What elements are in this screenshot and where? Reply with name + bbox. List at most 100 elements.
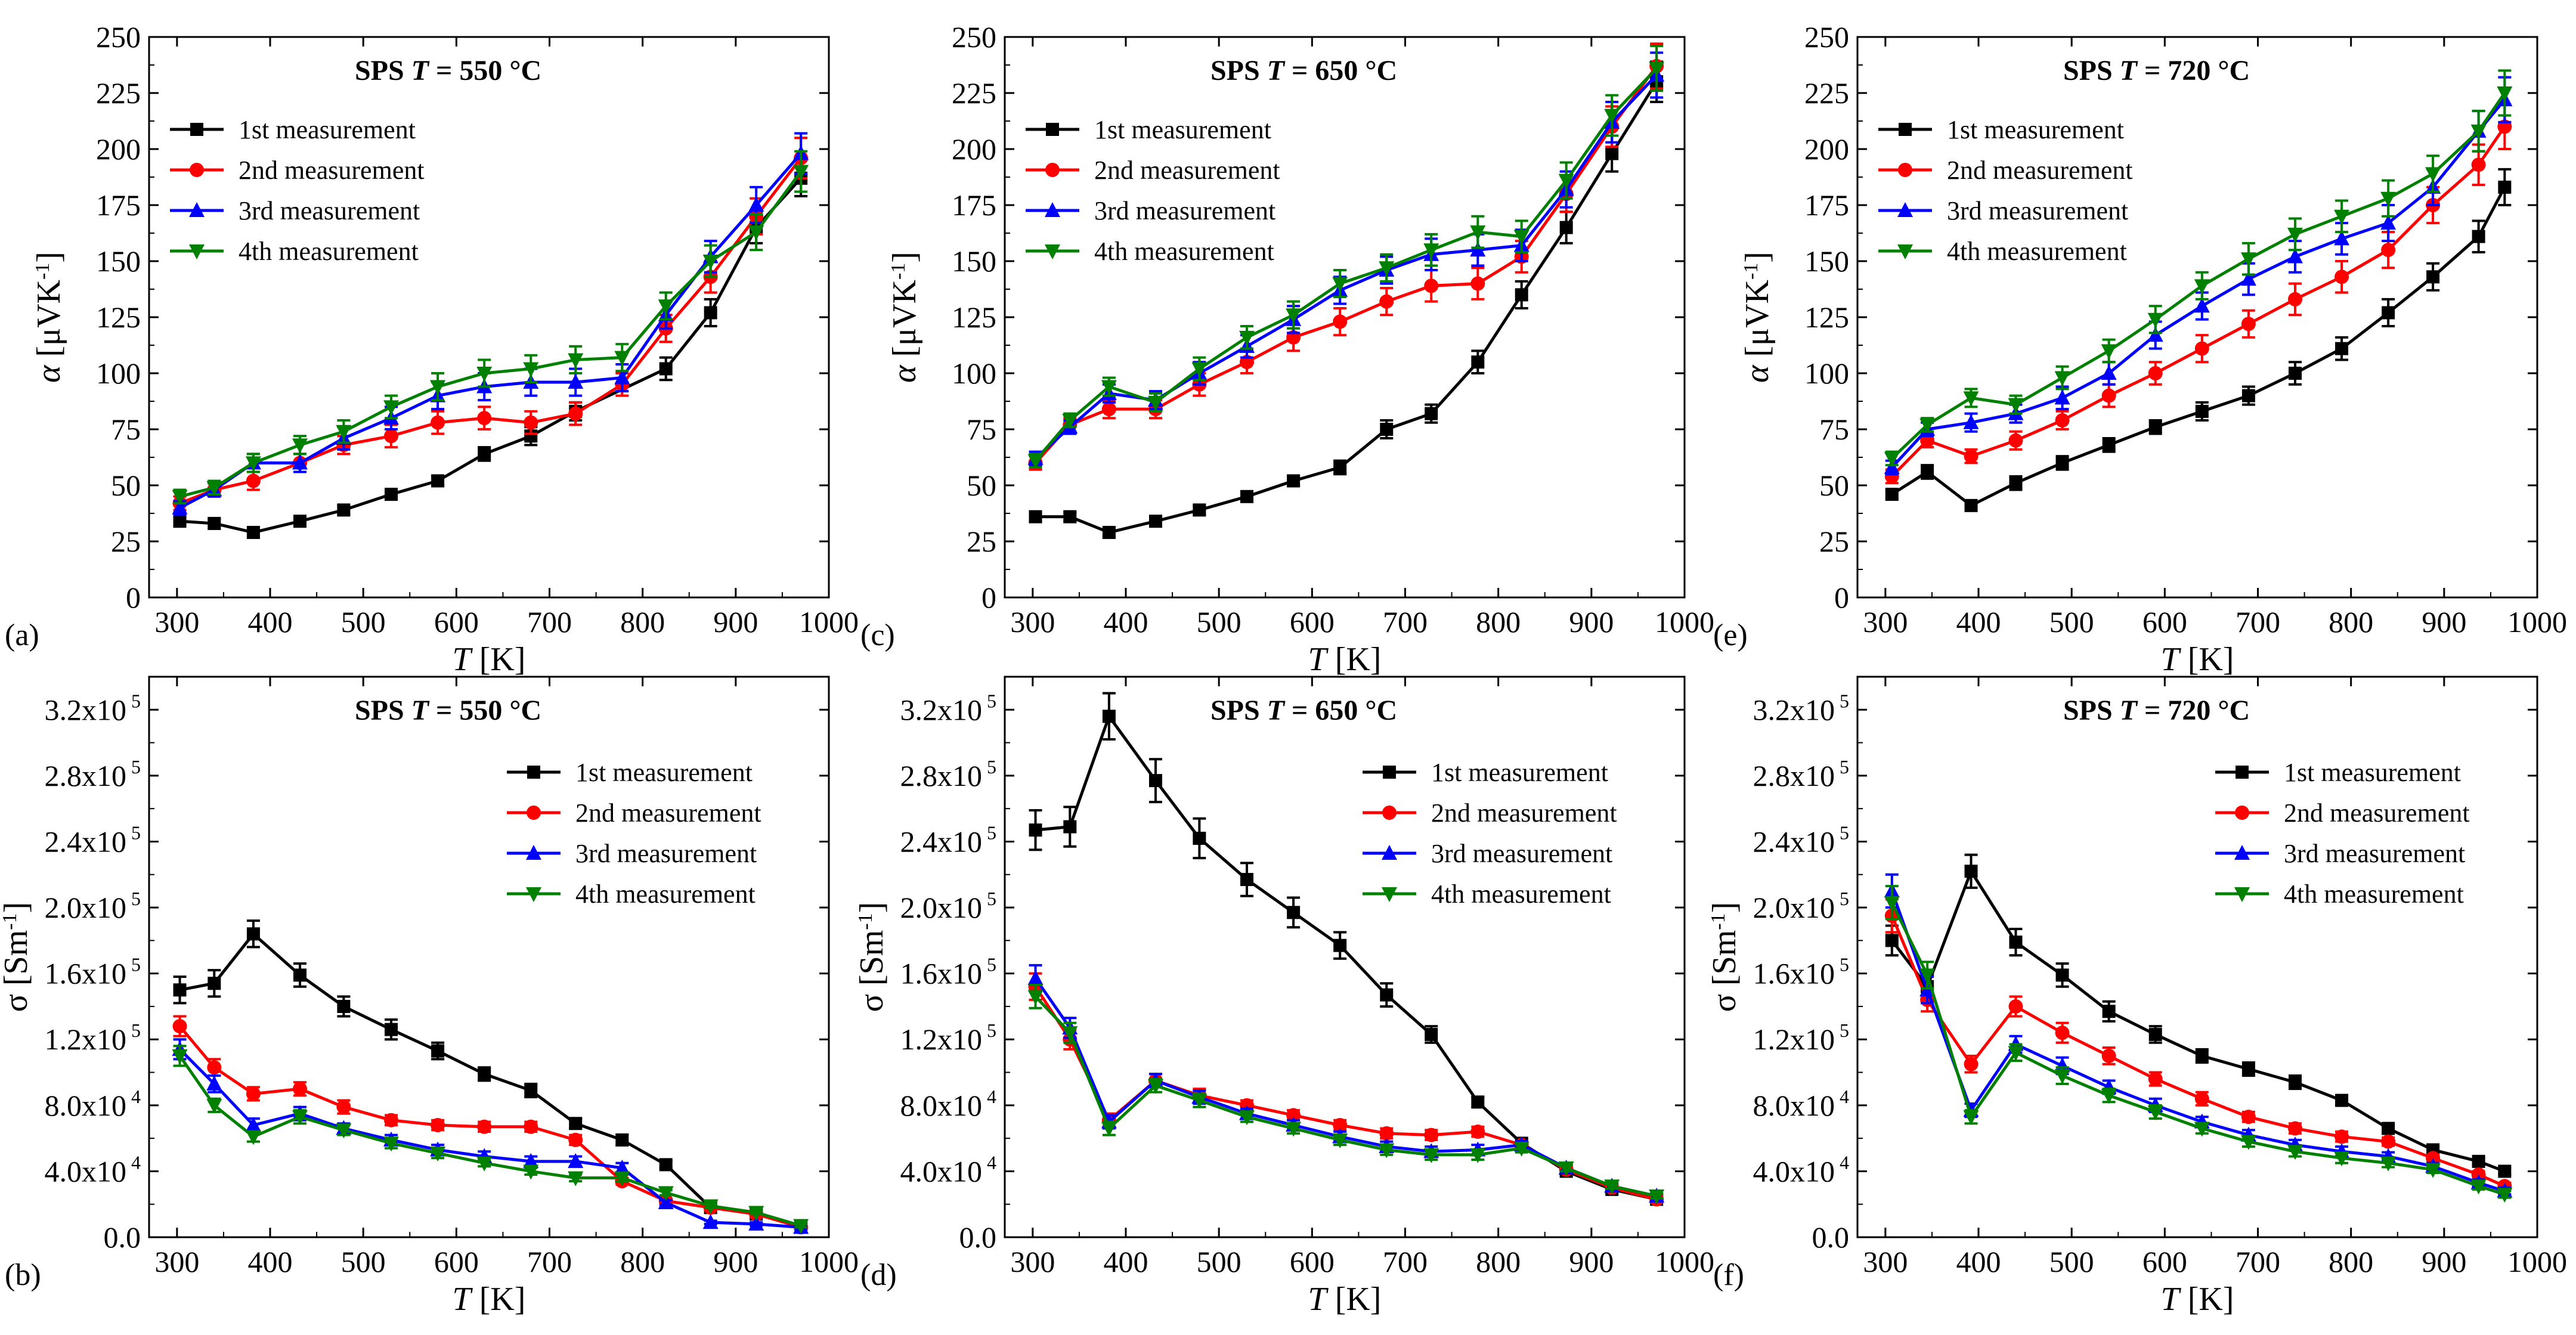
panel-c-series-1 [1029,60,1664,539]
panel-d-legend: 1st measurement 2nd measurement 3rd measur… [1363,758,1617,909]
panel-f-panel-letter: (f) [1713,1258,1744,1292]
panel-e-data-point [2194,279,2210,295]
panel-a-x-axis-label: T [K] [453,641,526,678]
panel-f-xtick-label: 900 [2422,1245,2466,1278]
panel-d-data-point [1649,1189,1665,1204]
panel-d-legend-label: 4th measurement [1431,879,1611,909]
panel-c-ytick-label: 50 [967,469,996,502]
panel-e-data-point [2147,312,2163,328]
panel-a-xtick-label: 400 [248,605,293,639]
panel-e-data-point [2381,243,2396,258]
panel-d-ytick-label: 3.2x10 [900,693,983,726]
panel-c-data-point [1286,308,1302,324]
panel-e-data-point [2470,124,2487,140]
panel-b-data-point [431,1118,445,1132]
panel-d-data-point [1558,1161,1574,1176]
panel-f-data-point [1884,896,1900,911]
panel-e-data-point [2148,420,2162,434]
panel-d-ytick-exponent: 5 [987,690,996,711]
panel-e-data-point [2240,252,2256,268]
panel-c-ytick-label: 200 [952,132,996,166]
panel-d-data-point [1191,1094,1208,1109]
panel-d-plot-frame [1004,676,1686,1238]
panel-f-ytick-label: 1.2x10 [1753,1023,1835,1056]
panel-c-ytick-label: 75 [967,413,996,446]
panel-c-title: SPS T = 650 °C [1210,55,1397,86]
panel-b-xtick-label: 300 [154,1245,199,1278]
panel-f-ytick-label: 2.0x10 [1753,891,1835,924]
panel-c-data-point [1470,241,1486,257]
panel-a-data-point [614,351,630,366]
panel-a-ytick-label: 0 [126,581,141,614]
panel-f-data-point [2194,1122,2210,1137]
panel-e-ytick-label: 225 [1804,76,1849,110]
panel-c-xtick-label: 500 [1197,605,1241,639]
panel-a-data-point [385,488,398,501]
panel-b-data-point [336,1099,351,1114]
panel-d-xtick-label: 500 [1197,1245,1241,1278]
panel-d-data-point [1062,1026,1078,1042]
panel-c-legend-label: 1st measurement [1094,115,1271,144]
panel-b-ytick-exponent: 5 [131,690,141,711]
panel-e-legend-label: 4th measurement [1947,237,2127,266]
panel-f-ytick-label: 8.0x10 [1753,1089,1835,1122]
panel-c-data-point [1605,147,1619,160]
panel-f-data-point [2497,1188,2513,1203]
panel-b-data-point [568,1132,583,1147]
panel-f-data-point [2425,1163,2441,1178]
panel-f-y-axis-label: σ [Sm-1] [1706,902,1743,1012]
panel-c-xtick-label: 300 [1010,605,1055,639]
panel-d-ytick-label: 0.0 [959,1221,997,1254]
panel-e-data-point [1964,498,1978,512]
panel-f-ytick-exponent: 5 [1840,756,1849,778]
panel-c-ytick-label: 250 [952,20,996,54]
panel-b-data-point [569,1117,583,1130]
panel-e-data-point [2380,215,2397,230]
panel-f-data-point [2147,1105,2163,1120]
panel-e-legend-label: 3rd measurement [1947,196,2128,225]
panel-c-legend-marker [1045,163,1060,177]
panel-f-legend-label: 3rd measurement [2284,839,2465,868]
panel-a-data-point [748,197,764,212]
panel-e-xtick-label: 400 [1956,605,2001,639]
panel-e-data-point [2241,389,2255,402]
panel-c-data-point [1193,503,1206,517]
panel-c-data-point [1191,362,1208,377]
panel-f-data-point [2055,1026,2070,1040]
panel-a-data-point [702,255,719,270]
panel-e-data-point [1884,451,1900,467]
panel-a-ytick-label: 250 [96,20,141,54]
panel-b-ytick-label: 8.0x10 [45,1089,127,1122]
panel-f-ytick-label: 1.6x10 [1753,957,1835,990]
panel-c-data-point [1470,225,1486,241]
panel-a: 300 400 500 600 700 800 900 1000 0 25 50 75 100 125 15… [5,20,859,678]
panel-b-data-point [614,1171,630,1187]
panel-f-ytick-exponent: 5 [1840,954,1849,975]
panel-a-ytick-label: 225 [96,76,141,110]
panel-f-data-point [2288,1076,2302,1089]
panel-b-legend-label: 1st measurement [575,758,753,787]
panel-c-ytick-label: 150 [952,244,996,278]
panel-f-data-point [2334,1151,2350,1167]
panel-f-data-point [1964,1057,1979,1071]
panel-b-data-point [385,1023,398,1036]
panel-a-data-point [246,525,260,539]
panel-c-data-point [1102,525,1116,539]
panel-d-data-point [1424,1128,1439,1142]
panel-b-data-point [172,1019,187,1034]
panel-f-xtick-label: 800 [2329,1245,2373,1278]
panel-d-data-point [1286,1108,1301,1123]
panel-a-data-point [476,367,493,382]
panel-b-data-point [207,1060,222,1075]
panel-b-ytick-label: 2.8x10 [45,759,127,792]
panel-f-data-point [2335,1094,2349,1107]
panel-c-data-point [1604,109,1620,124]
panel-a-data-point [431,474,445,488]
panel-e-data-point [2055,413,2070,428]
panel-e-data-point [1964,449,1979,464]
panel-b-plot-frame [148,676,830,1238]
panel-f-ytick-label: 2.8x10 [1753,759,1835,792]
panel-e-data-point [2287,227,2303,243]
panel-c-data-point [1425,407,1438,420]
